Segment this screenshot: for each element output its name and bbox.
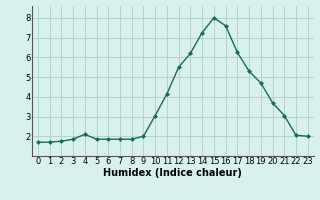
X-axis label: Humidex (Indice chaleur): Humidex (Indice chaleur) xyxy=(103,168,242,178)
